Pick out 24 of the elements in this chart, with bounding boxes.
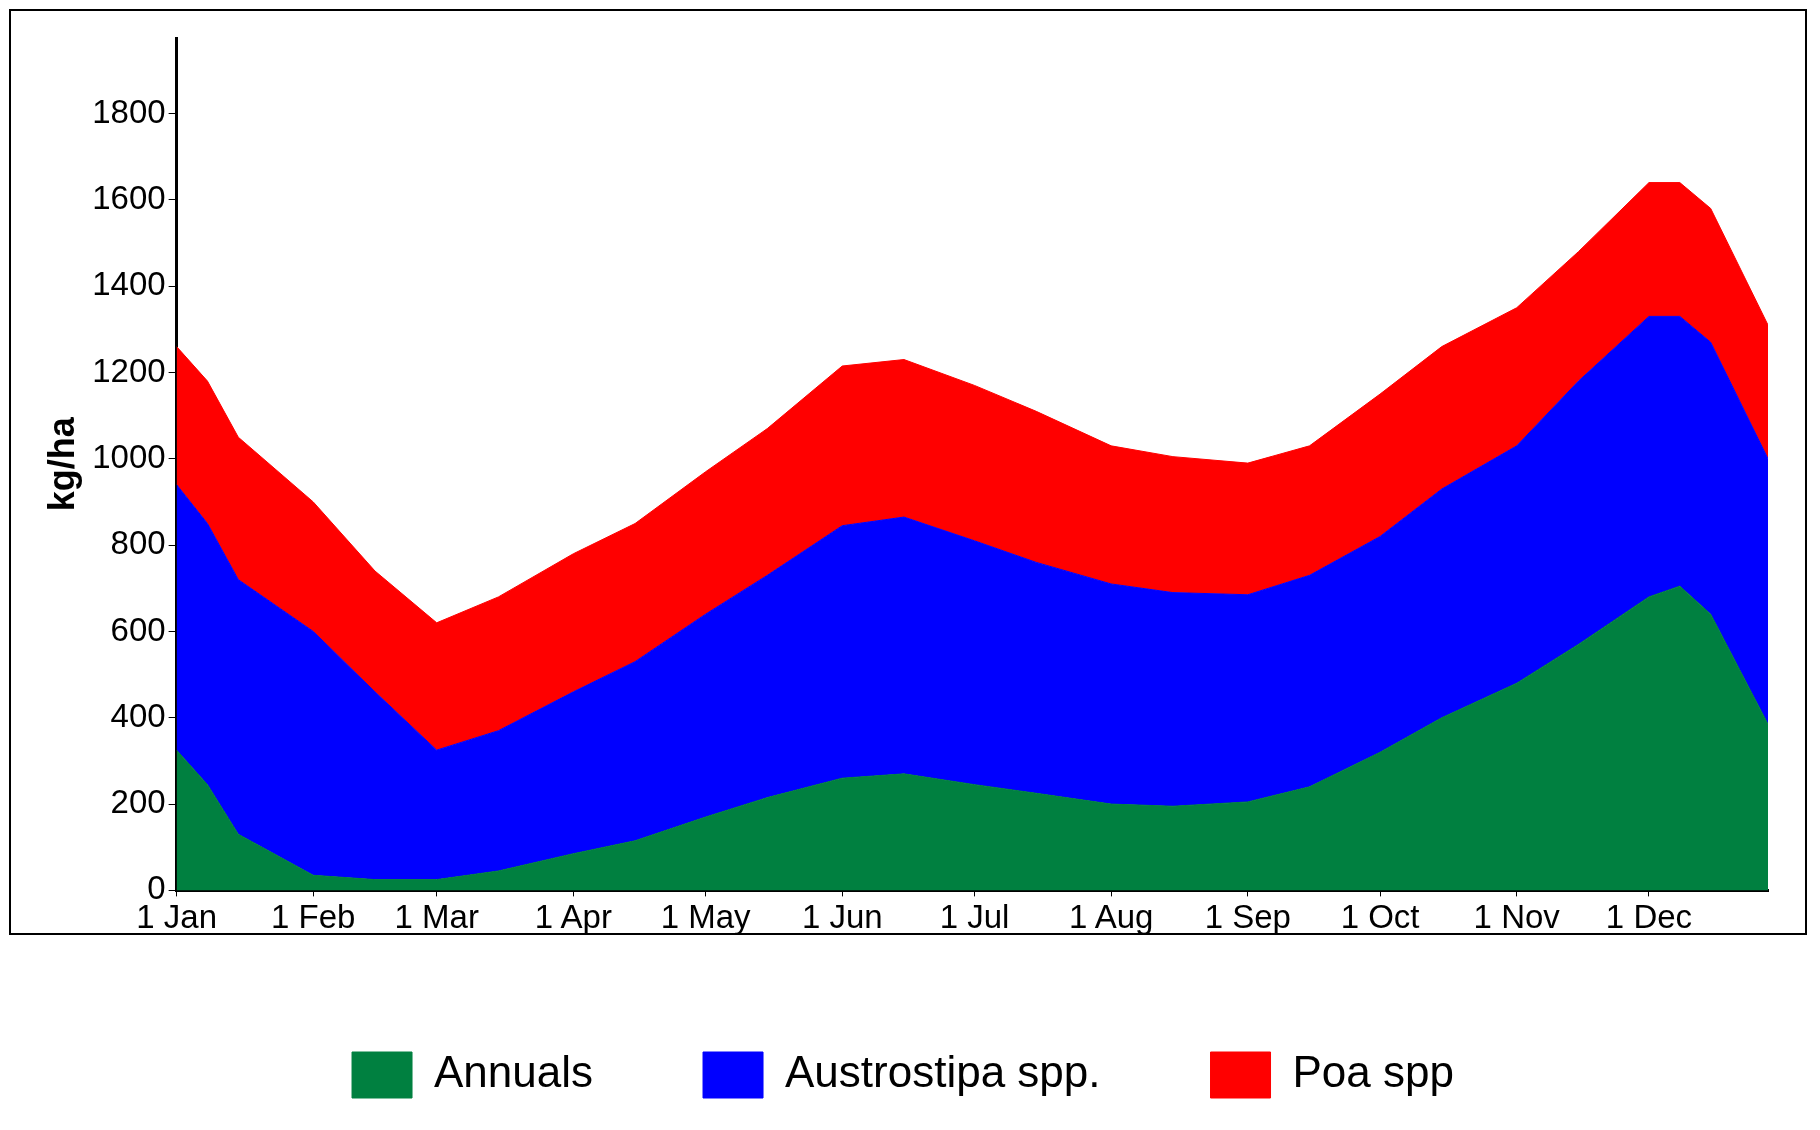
x-tick-label: 1 Dec	[1605, 898, 1693, 936]
y-tick-label: 1600	[92, 178, 166, 216]
y-tick-label: 1400	[92, 265, 166, 303]
x-tick-label: 1 Aug	[1068, 898, 1154, 936]
legend-label: Poa spp	[1292, 1047, 1454, 1097]
x-tick-label: 1 Apr	[534, 898, 612, 936]
x-tick-label: 1 Oct	[1340, 898, 1420, 936]
y-tick-label: 1200	[92, 351, 166, 389]
x-tick-label: 1 May	[660, 898, 752, 936]
x-tick-label: 1 Nov	[1473, 898, 1561, 936]
x-tick-label: 1 Sep	[1204, 898, 1291, 936]
x-tick-label: 1 Jun	[801, 898, 883, 936]
y-tick-label: 200	[110, 783, 166, 821]
x-tick-label: 1 Mar	[394, 898, 479, 936]
x-tick-label: 1 Jul	[939, 898, 1010, 936]
y-tick-label: 1800	[92, 92, 166, 130]
y-tick-label: 800	[110, 524, 166, 562]
y-tick-label: 1000	[92, 437, 166, 475]
y-tick-label: 600	[110, 610, 166, 648]
y-tick-label: 400	[110, 696, 166, 734]
legend-label: Austrostipa spp.	[785, 1047, 1101, 1097]
y-axis-title: kg/ha	[40, 416, 82, 512]
legend-label: Annuals	[434, 1047, 594, 1097]
x-tick-label: 1 Feb	[271, 898, 356, 936]
